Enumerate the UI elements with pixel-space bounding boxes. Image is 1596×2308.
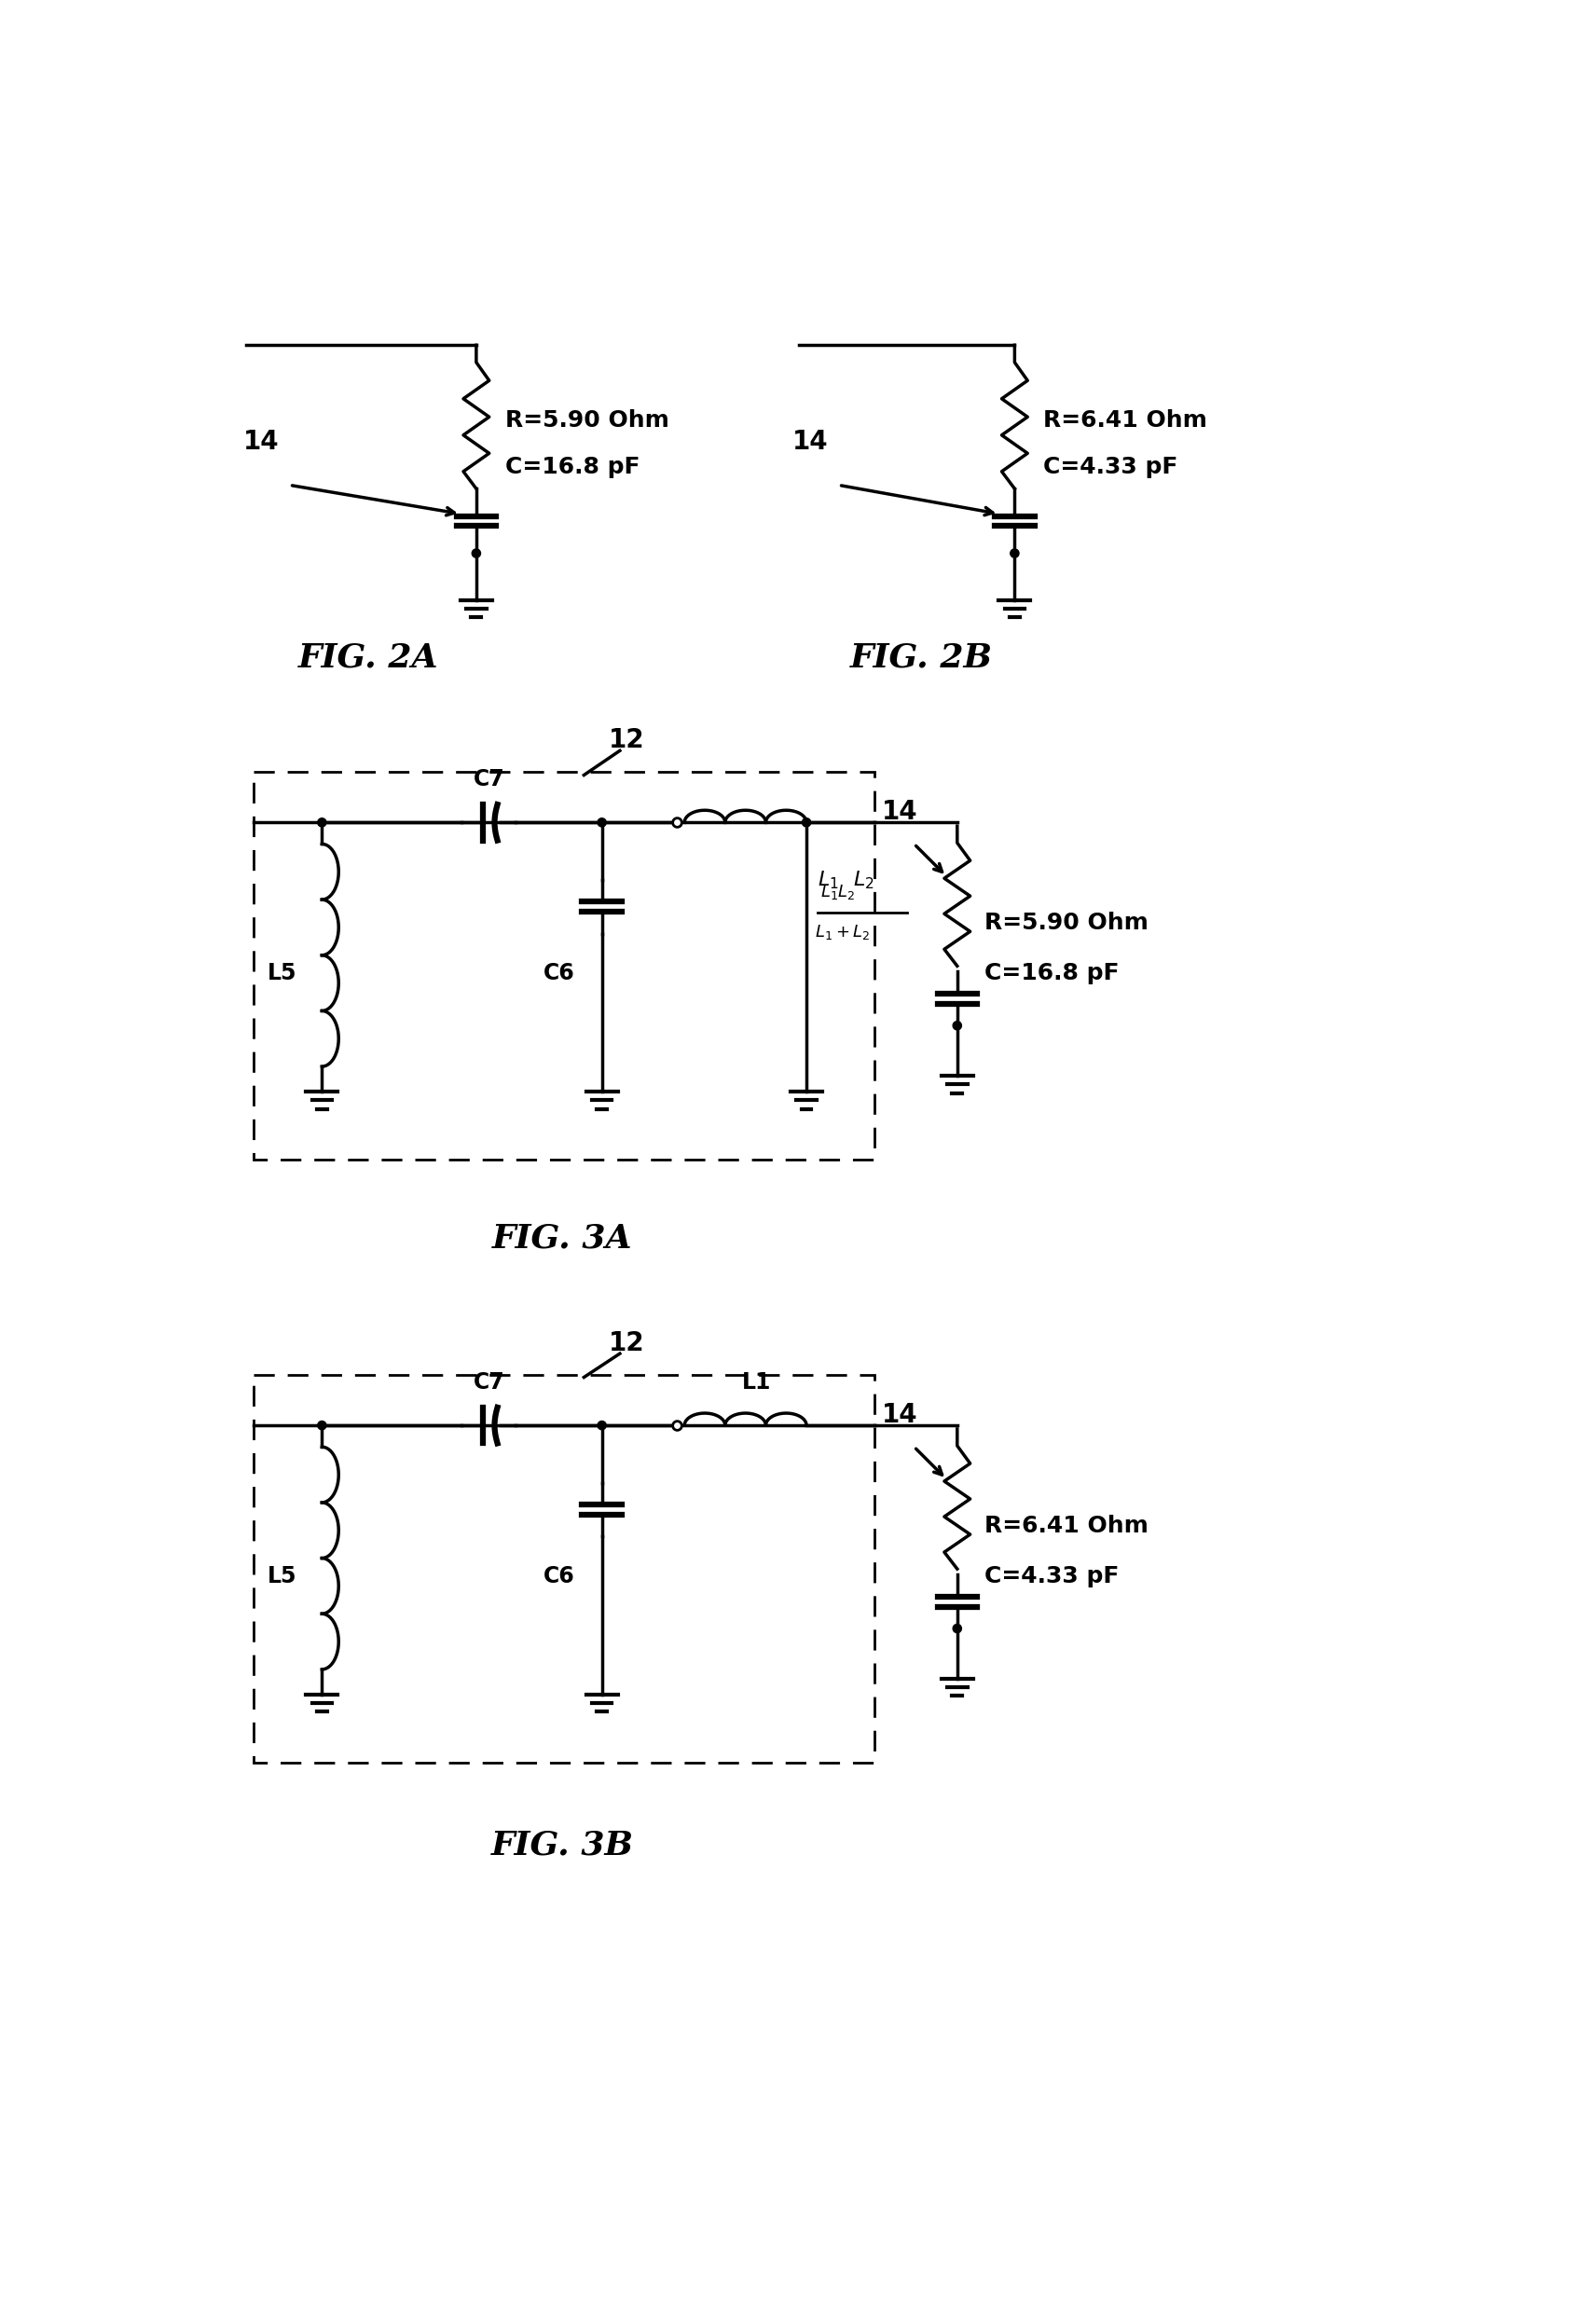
- Text: FIG. 3B: FIG. 3B: [492, 1830, 634, 1860]
- Text: L5: L5: [268, 1565, 297, 1588]
- Circle shape: [1010, 549, 1018, 559]
- Text: C6: C6: [543, 1565, 575, 1588]
- Text: C=4.33 pF: C=4.33 pF: [1044, 457, 1178, 478]
- Bar: [254, 1376, 875, 1763]
- Text: R=6.41 Ohm: R=6.41 Ohm: [985, 1514, 1149, 1537]
- Text: C=16.8 pF: C=16.8 pF: [504, 457, 640, 478]
- Text: L1: L1: [742, 1371, 771, 1394]
- Text: R=5.90 Ohm: R=5.90 Ohm: [985, 912, 1149, 935]
- Bar: [254, 773, 875, 1161]
- Circle shape: [953, 1625, 961, 1632]
- Circle shape: [803, 817, 811, 826]
- Text: $L_1$  $L_2$: $L_1$ $L_2$: [817, 868, 875, 891]
- Text: C6: C6: [543, 962, 575, 986]
- Text: C7: C7: [474, 1371, 504, 1394]
- Circle shape: [318, 1422, 326, 1429]
- Text: FIG. 3A: FIG. 3A: [492, 1223, 632, 1256]
- Text: R=5.90 Ohm: R=5.90 Ohm: [504, 409, 669, 432]
- Text: L5: L5: [268, 962, 297, 986]
- Text: FIG. 2A: FIG. 2A: [298, 642, 439, 674]
- Text: 14: 14: [883, 799, 918, 824]
- Text: $L_1 L_2$: $L_1 L_2$: [820, 882, 855, 902]
- Circle shape: [597, 817, 606, 826]
- Text: C=16.8 pF: C=16.8 pF: [985, 962, 1119, 986]
- Circle shape: [953, 1020, 961, 1029]
- Text: 14: 14: [792, 429, 828, 455]
- Circle shape: [472, 549, 480, 559]
- Text: FIG. 2B: FIG. 2B: [851, 642, 993, 674]
- Text: 12: 12: [610, 1329, 645, 1355]
- Text: 14: 14: [243, 429, 279, 455]
- Circle shape: [318, 817, 326, 826]
- Text: C7: C7: [474, 769, 504, 792]
- Text: 14: 14: [883, 1401, 918, 1429]
- Circle shape: [597, 1422, 606, 1429]
- Text: R=6.41 Ohm: R=6.41 Ohm: [1044, 409, 1207, 432]
- Text: C=4.33 pF: C=4.33 pF: [985, 1565, 1119, 1588]
- Text: 12: 12: [610, 727, 645, 752]
- Text: $L_1 + L_2$: $L_1 + L_2$: [816, 923, 870, 942]
